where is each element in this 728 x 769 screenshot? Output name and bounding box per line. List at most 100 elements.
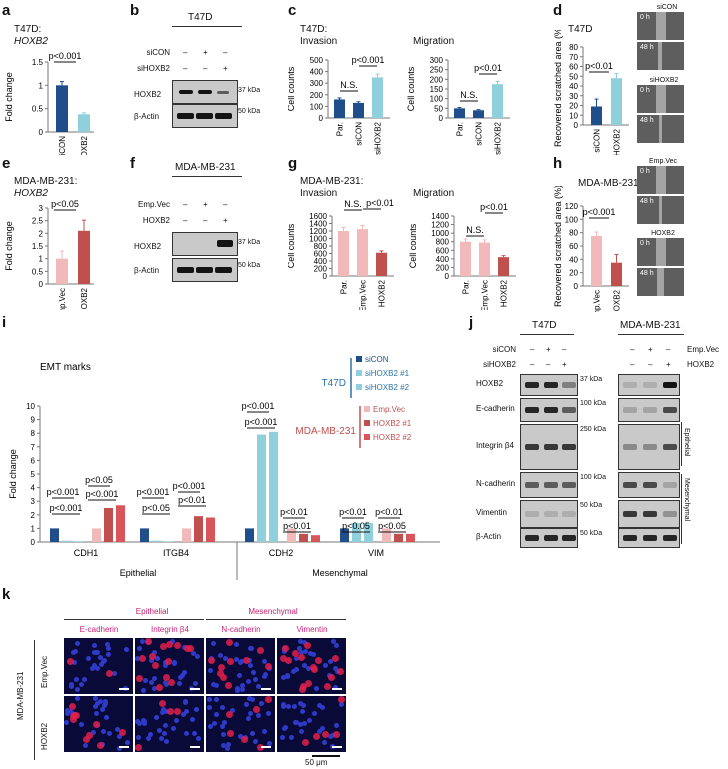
nucleus [162, 723, 168, 729]
h-scratch-hoxb2-48h: 48 h [637, 268, 684, 296]
c-title: T47D: [300, 24, 328, 35]
k-image-hoxb2-integrin4 [135, 696, 204, 752]
k-group-mesenchymal: Mesenchymal [248, 607, 298, 616]
nucleus [136, 645, 142, 651]
j-sym: – [648, 360, 653, 369]
y-tick-label: 1200 [309, 227, 327, 236]
nucleus [294, 655, 300, 661]
f-row-label-1: Emp.Vec [137, 200, 170, 209]
nucleus [106, 652, 112, 658]
k-cell-line: MDA-MB-231 [16, 671, 25, 720]
k-image-hoxb2-ncadherin [206, 696, 275, 752]
nucleus [193, 681, 199, 687]
nucleus [101, 703, 107, 709]
nucleus [164, 708, 170, 714]
y-tick-label: 1600 [309, 212, 327, 221]
y-tick-label: 50 [434, 104, 443, 113]
nucleus [333, 643, 339, 649]
legend-swatch [356, 384, 362, 390]
j-cell-2: MDA-MB-231 [620, 320, 681, 331]
nucleus [124, 739, 130, 745]
nucleus [316, 703, 322, 709]
j-blot-t47d-2 [520, 424, 578, 470]
i-pvalue: p<0.05 [342, 521, 370, 531]
b-row-label-1: siCON [146, 48, 170, 57]
nucleus [161, 707, 167, 713]
scale-mark [332, 688, 342, 690]
j-mw: 50 kDa [580, 530, 603, 537]
nucleus [173, 717, 179, 723]
y-tick-label: 80 [569, 229, 578, 238]
e-title: MDA-MB-231: [14, 176, 78, 187]
stain [145, 638, 153, 646]
nucleus [171, 725, 177, 731]
bar-sihoxb22 [74, 541, 83, 542]
nucleus [102, 699, 108, 705]
nucleus [302, 649, 308, 655]
y-tick-label: 70 [569, 53, 578, 62]
nucleus [206, 697, 212, 703]
c-inv-p: p<0.001 [352, 55, 385, 65]
y-tick-label: 60 [569, 63, 578, 72]
stain [162, 674, 170, 682]
y-tick-label: 0.5 [32, 267, 44, 276]
nucleus [333, 666, 339, 672]
y-axis-label: Recovered scratched area (%) [553, 30, 563, 147]
f-mw-2: 50 kDa [238, 262, 261, 269]
nucleus [91, 663, 97, 669]
y-tick-label: 500 [310, 56, 324, 65]
bar-empvec [182, 528, 191, 542]
stain [257, 744, 265, 752]
d-scratch-sicon-0h: 0 h [637, 12, 684, 40]
category-label: siHOXB2 [80, 135, 89, 155]
panel-label-f: f [130, 155, 135, 172]
bar-hoxb22 [116, 505, 125, 542]
stain [173, 708, 181, 716]
h-scratch-hoxb2-0h: 0 h [637, 238, 684, 266]
j-sym: + [546, 345, 551, 354]
nucleus [235, 687, 241, 693]
nucleus [90, 665, 96, 671]
nucleus [256, 713, 262, 719]
stain [218, 663, 226, 671]
nucleus [81, 677, 87, 683]
y-tick-label: 150 [430, 85, 444, 94]
nucleus [330, 639, 336, 645]
f-sym: – [203, 216, 208, 225]
i-pvalue: p<0.01 [283, 521, 311, 531]
a-pvalue: p<0.001 [49, 51, 82, 61]
i-pvalue: p<0.01 [178, 495, 206, 505]
nucleus [98, 698, 104, 704]
nucleus [211, 720, 217, 726]
k-line-mes [206, 619, 346, 620]
legend-swatch [364, 406, 370, 412]
nucleus [106, 731, 112, 737]
panel-label-d: d [553, 2, 563, 19]
nucleus [148, 657, 154, 663]
stain [265, 663, 273, 671]
scale-mark [119, 746, 129, 748]
j-sym: – [562, 345, 567, 354]
nucleus [214, 696, 220, 702]
stain [280, 655, 288, 663]
j-blot-t47d-5 [520, 528, 578, 548]
i-legend-t47d: T47D [322, 378, 346, 389]
nucleus [266, 740, 272, 746]
k-image-empvec-ncadherin [206, 638, 275, 694]
g-mig-ns: N.S. [466, 225, 484, 235]
y-tick-label: 1.5 [32, 242, 44, 251]
stain [66, 658, 74, 666]
stain [292, 649, 300, 657]
stain [224, 682, 232, 690]
j-sym: – [530, 360, 535, 369]
nucleus [142, 677, 148, 683]
i-legend-mda: MDA-MB-231 [295, 426, 356, 437]
stain [333, 731, 341, 739]
j-mw: 50 kDa [580, 502, 603, 509]
scale-mark [332, 746, 342, 748]
j-mw: 37 kDa [580, 376, 603, 383]
k-side-line [34, 640, 35, 760]
y-tick-label: 1000 [309, 235, 327, 244]
panel-label-h: h [553, 155, 563, 172]
y-tick-label: 800 [314, 242, 328, 251]
